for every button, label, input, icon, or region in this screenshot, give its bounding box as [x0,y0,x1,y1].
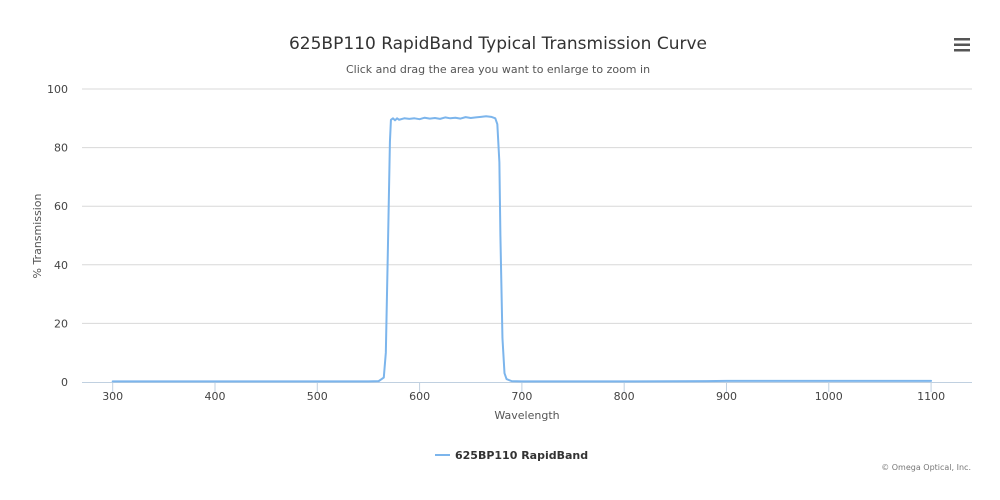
chart-subtitle: Click and drag the area you want to enla… [346,63,650,76]
hamburger-menu-icon[interactable] [948,33,976,57]
y-tick-label: 80 [54,142,68,155]
chart-title: 625BP110 RapidBand Typical Transmission … [289,34,707,54]
x-axis-title: Wavelength [494,409,559,422]
x-tick-label: 700 [511,390,532,403]
y-tick-label: 20 [54,317,68,330]
y-tick-label: 60 [54,200,68,213]
plot-area[interactable] [111,115,933,383]
x-tick-label: 300 [102,390,123,403]
y-axis: 0 20 40 60 80 100 [47,83,68,389]
x-tick-label: 600 [409,390,430,403]
y-tick-label: 0 [61,376,68,389]
x-tick-label: 400 [204,390,225,403]
credit-text[interactable]: © Omega Optical, Inc. [881,463,971,472]
x-tick-label: 500 [307,390,328,403]
grid-lines [82,88,972,324]
x-tick-label: 1000 [815,390,843,403]
x-axis: 300 400 500 600 700 800 900 1000 1100 [82,382,972,403]
legend-item[interactable]: 625BP110 RapidBand [435,449,588,462]
legend-label: 625BP110 RapidBand [455,449,588,462]
x-tick-label: 900 [716,390,737,403]
y-tick-label: 100 [47,83,68,96]
y-axis-title: % Transmission [31,193,44,278]
series-line-0 [111,115,933,383]
x-tick-label: 1100 [917,390,945,403]
x-tick-label: 800 [614,390,635,403]
y-tick-label: 40 [54,259,68,272]
